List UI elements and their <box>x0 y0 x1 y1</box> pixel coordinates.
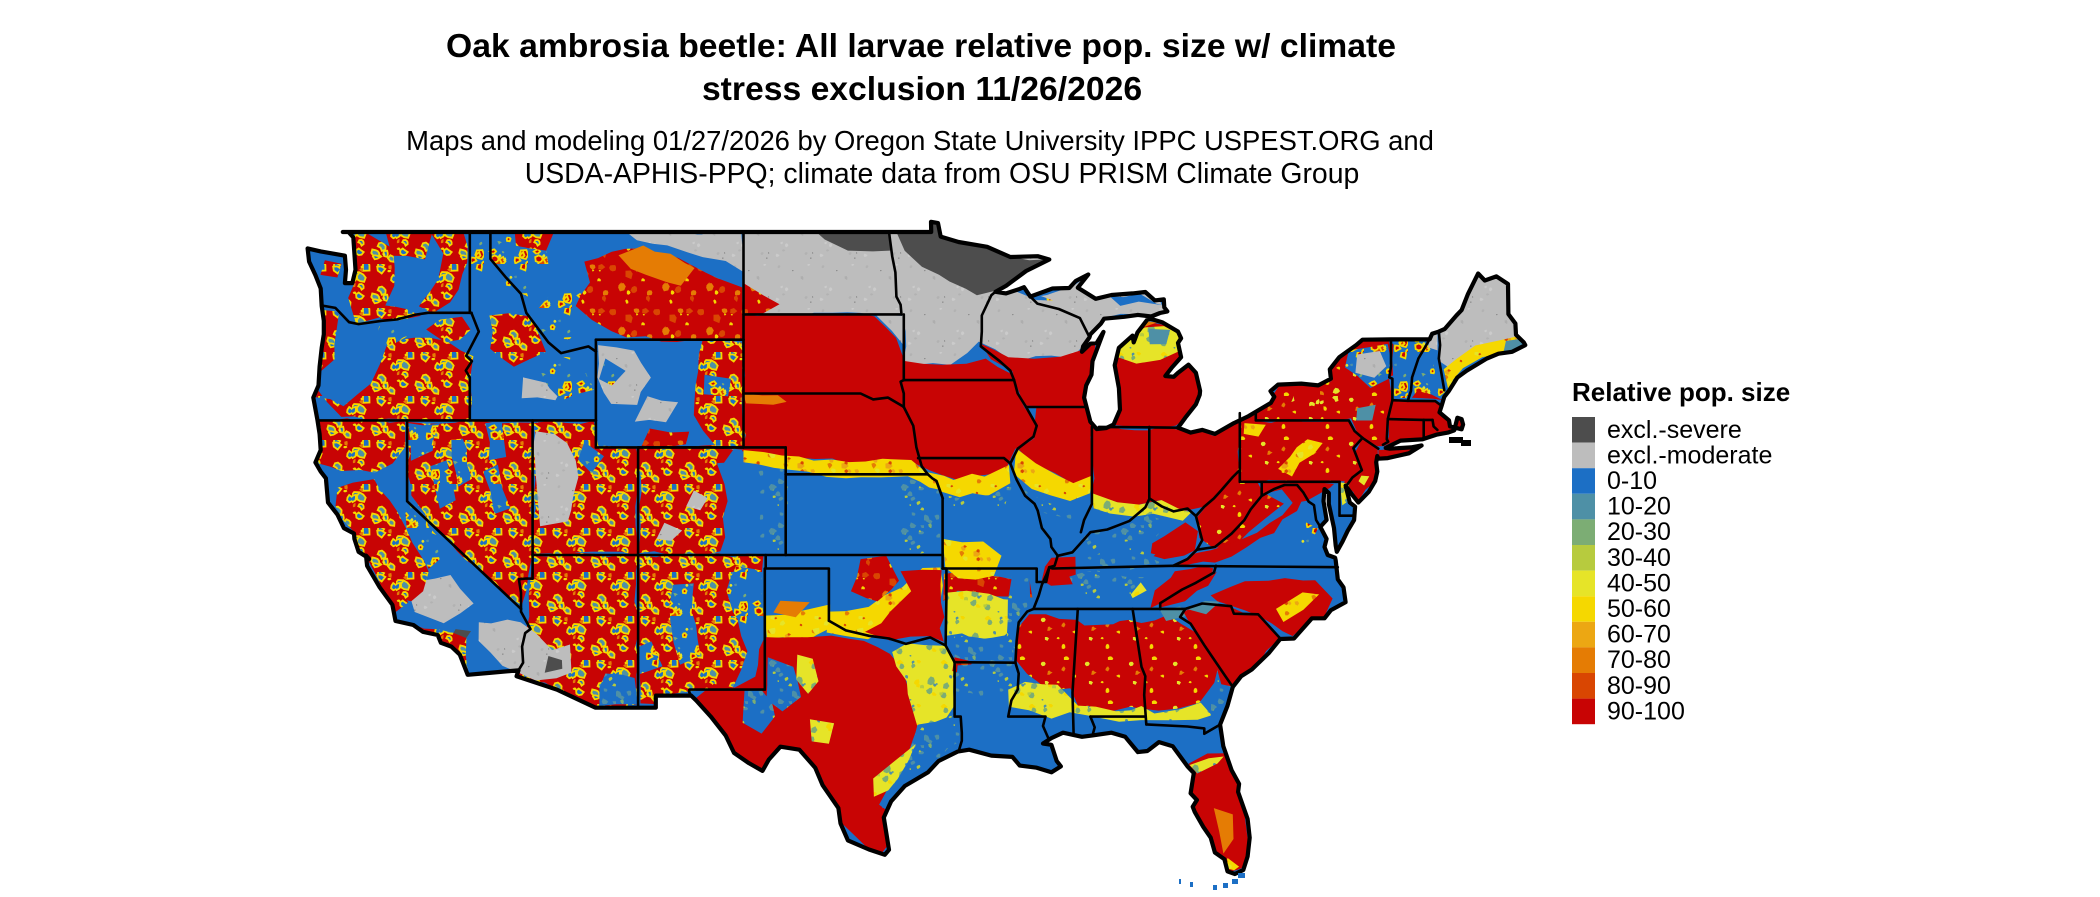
svg-text:excl.-moderate: excl.-moderate <box>1607 441 1772 469</box>
svg-text:60-70: 60-70 <box>1607 621 1671 649</box>
svg-text:10-20: 10-20 <box>1607 493 1671 521</box>
svg-text:90-100: 90-100 <box>1607 697 1685 725</box>
svg-text:stress exclusion 11/26/2026: stress exclusion 11/26/2026 <box>702 70 1142 108</box>
svg-text:Relative pop. size: Relative pop. size <box>1572 377 1790 407</box>
svg-text:40-50: 40-50 <box>1607 569 1671 597</box>
svg-text:30-40: 30-40 <box>1607 544 1671 572</box>
svg-text:USDA-APHIS-PPQ; climate data f: USDA-APHIS-PPQ; climate data from OSU PR… <box>525 158 1360 190</box>
svg-text:0-10: 0-10 <box>1607 467 1657 495</box>
svg-text:50-60: 50-60 <box>1607 595 1671 623</box>
svg-text:70-80: 70-80 <box>1607 646 1671 674</box>
svg-text:20-30: 20-30 <box>1607 518 1671 546</box>
svg-text:Maps and modeling 01/27/2026 b: Maps and modeling 01/27/2026 by Oregon S… <box>406 125 1434 156</box>
svg-text:80-90: 80-90 <box>1607 672 1671 700</box>
svg-text:excl.-severe: excl.-severe <box>1607 416 1742 444</box>
svg-text:Oak ambrosia beetle: All larva: Oak ambrosia beetle: All larvae relative… <box>446 27 1396 65</box>
